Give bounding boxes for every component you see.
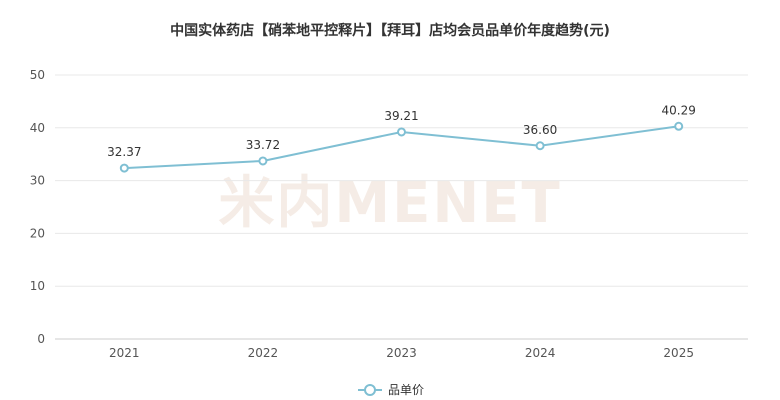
y-tick-label: 20 — [30, 226, 45, 240]
x-tick-label: 2022 — [248, 346, 279, 360]
x-tick-label: 2024 — [525, 346, 556, 360]
x-tick-label: 2025 — [663, 346, 694, 360]
y-tick-label: 40 — [30, 121, 45, 135]
data-point[interactable] — [119, 163, 129, 173]
series-group: 32.37 33.72 39.21 36.60 40.29 — [107, 103, 696, 173]
x-tick-label: 2021 — [109, 346, 140, 360]
y-tick-label: 30 — [30, 174, 45, 188]
data-label: 40.29 — [662, 103, 696, 117]
y-tick-label: 10 — [30, 279, 45, 293]
legend-marker — [364, 384, 376, 396]
data-point[interactable] — [535, 141, 545, 151]
y-tick-label: 50 — [30, 68, 45, 82]
data-point[interactable] — [674, 121, 684, 131]
data-label: 33.72 — [246, 138, 280, 152]
legend-label: 品单价 — [388, 383, 424, 397]
chart-title: 中国实体药店【硝苯地平控释片】【拜耳】店均会员品单价年度趋势(元) — [170, 22, 610, 39]
x-tick-label: 2023 — [386, 346, 417, 360]
x-axis: 2021 2022 2023 2024 2025 — [109, 346, 694, 360]
data-label: 39.21 — [384, 109, 418, 123]
grid — [55, 74, 748, 340]
watermark: 米内MENET — [218, 171, 561, 236]
legend[interactable]: 品单价 — [358, 383, 424, 397]
data-label: 32.37 — [107, 145, 141, 159]
y-tick-label: 0 — [37, 332, 45, 346]
y-axis: 0 10 20 30 40 50 — [30, 68, 45, 346]
data-point[interactable] — [397, 127, 406, 137]
data-point[interactable] — [258, 156, 268, 166]
data-label: 36.60 — [523, 123, 557, 137]
